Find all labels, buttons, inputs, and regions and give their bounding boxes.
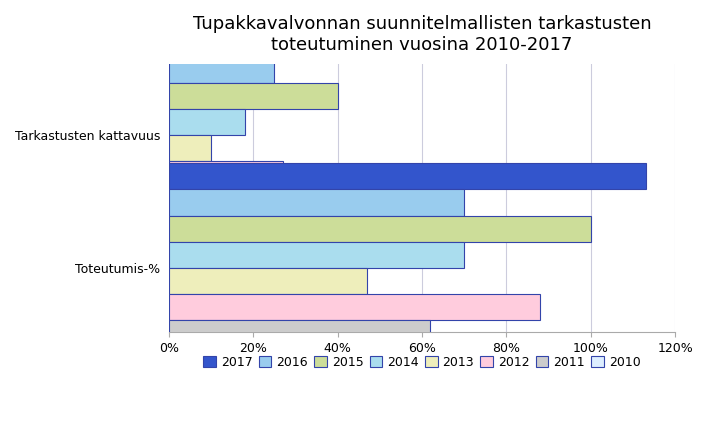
Bar [169,187,278,213]
Bar [169,242,464,268]
Bar [169,57,274,83]
Bar [169,163,646,190]
Bar [169,215,590,242]
Legend: 2017, 2016, 2015, 2014, 2013, 2012, 2011, 2010: 2017, 2016, 2015, 2014, 2013, 2012, 2011… [198,351,646,374]
Bar [169,31,329,57]
Bar [169,213,261,239]
Bar [169,109,245,135]
Bar [169,161,282,187]
Bar [169,190,464,215]
Bar [169,83,338,109]
Bar [169,320,430,346]
Title: Tupakkavalvonnan suunnitelmallisten tarkastusten
toteutuminen vuosina 2010-2017: Tupakkavalvonnan suunnitelmallisten tark… [193,15,651,54]
Bar [169,294,540,320]
Bar [169,268,367,294]
Bar [169,135,211,161]
Bar [169,346,371,372]
